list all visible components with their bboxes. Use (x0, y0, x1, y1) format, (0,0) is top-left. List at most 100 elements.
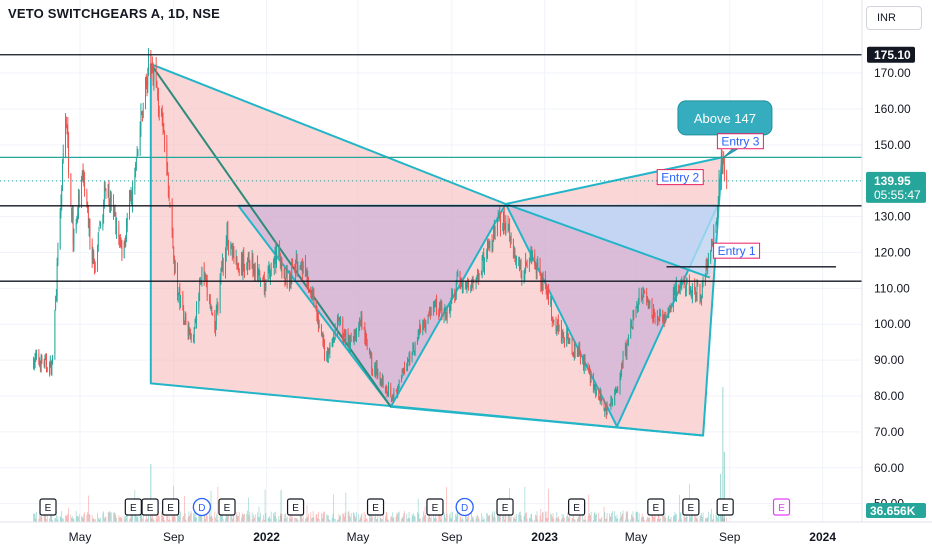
volume-bar (514, 515, 516, 522)
candle-body (358, 325, 360, 334)
currency-button[interactable]: INR (866, 6, 922, 30)
candle-body (55, 293, 57, 297)
volume-bar (292, 517, 293, 522)
candle-body (616, 390, 618, 392)
candle-body (685, 286, 686, 293)
volume-bar (540, 508, 542, 522)
candle-body (484, 258, 485, 271)
candle-body (43, 362, 45, 367)
volume-bar (601, 517, 603, 522)
volume-bar (660, 518, 661, 522)
candle-body (583, 356, 585, 370)
candle-body (396, 390, 398, 394)
volume-bar (494, 517, 496, 522)
candle-body (233, 249, 235, 260)
volume-bar (438, 513, 440, 522)
candle-body (382, 376, 384, 388)
volume-bar (577, 517, 579, 522)
candle-body (356, 331, 357, 337)
volume-bar (433, 518, 435, 522)
volume-bar (360, 515, 362, 522)
candle-body (180, 295, 181, 306)
candle-body (608, 404, 610, 406)
volume-bar (123, 515, 125, 522)
earnings-marker (568, 498, 586, 516)
candle-body (155, 64, 157, 81)
candle-body (172, 229, 174, 246)
price-axis[interactable]: 50.0060.0070.0080.0090.00100.00110.00120… (861, 0, 932, 550)
volume-bar (365, 514, 366, 522)
candle-body (147, 75, 149, 87)
volume-bar (723, 519, 724, 522)
candle-body (509, 225, 510, 235)
candle-body (539, 265, 541, 275)
volume-bar (388, 519, 389, 522)
candle-body (573, 343, 575, 356)
volume-bar (673, 516, 674, 522)
volume-bar (553, 519, 555, 522)
volume-bar (484, 518, 485, 522)
price-tick-label: 110.00 (874, 281, 910, 295)
candle-body (466, 281, 468, 288)
candle-body (647, 299, 648, 303)
volume-bar (258, 506, 260, 522)
candle-body (375, 365, 377, 374)
volume-bar (279, 513, 281, 522)
candle-body (599, 396, 600, 401)
candle-body (190, 332, 191, 337)
time-axis[interactable]: May Sep 2022 May Sep 2023 May Sep 2024 (0, 521, 932, 550)
candle-body (706, 263, 708, 269)
volume-bar (561, 519, 562, 522)
candle-body (477, 269, 479, 277)
candle-body (238, 269, 240, 275)
volume-bar (57, 516, 59, 522)
volume-bar (685, 513, 687, 522)
volume-bar (194, 517, 196, 522)
candle-body (424, 323, 426, 329)
volume-bar (264, 489, 266, 522)
volume-bar (722, 387, 724, 522)
candle-body (235, 256, 237, 262)
candle-body (359, 321, 360, 327)
volume-bar (369, 511, 371, 522)
annotations[interactable]: Above 147 Entry 3 Entry 2 Entry 1 (656, 100, 773, 259)
volume-bar (717, 512, 719, 522)
volume-bar (199, 515, 200, 522)
volume-bar (519, 511, 521, 522)
candle-body (102, 219, 104, 227)
volume-bar (674, 511, 676, 522)
entry-tag-box (716, 133, 764, 150)
volume-bar (228, 512, 229, 522)
volume-bar (231, 518, 233, 522)
candle-body (231, 247, 233, 254)
candle-body (36, 353, 37, 357)
volume-bar (193, 513, 194, 522)
candle-body (215, 307, 217, 324)
candle-body (642, 292, 644, 298)
volume-bar (172, 517, 174, 522)
volume-bar (638, 512, 640, 522)
volume-bar (403, 513, 405, 522)
candle-body (200, 281, 202, 284)
volume-bar (713, 514, 715, 522)
candle-body (534, 254, 536, 266)
volume-bar (206, 515, 208, 522)
candle-body (142, 110, 144, 118)
volume-bar (94, 519, 95, 522)
candle-body (580, 353, 581, 360)
volume-bar (449, 518, 451, 522)
volume-bar (404, 511, 405, 522)
candle-body (385, 388, 387, 392)
volume-bar (99, 519, 101, 522)
horizontal-lines[interactable] (0, 54, 862, 282)
candle-body (494, 227, 496, 235)
volume-bar (615, 515, 616, 522)
volume-bar (717, 517, 718, 522)
volume-bar (700, 515, 702, 522)
volume-bar (353, 512, 354, 522)
dividend-marker (455, 497, 474, 517)
volume-bar (631, 514, 632, 522)
